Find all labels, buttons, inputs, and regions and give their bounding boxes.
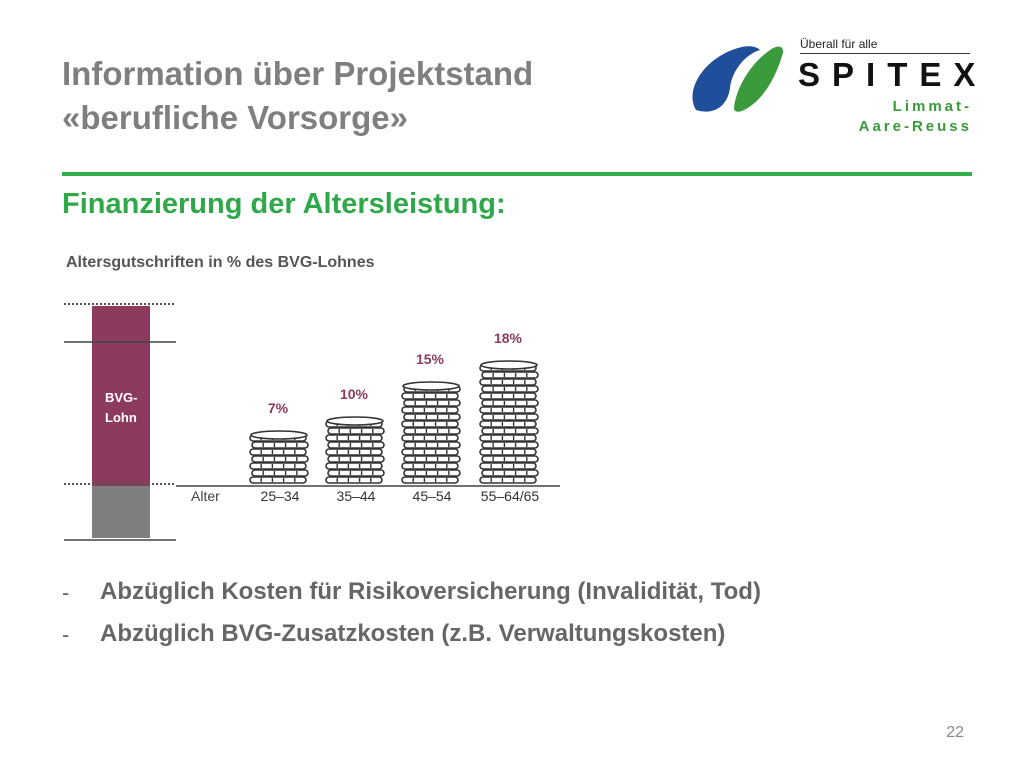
data-label: 10% (340, 386, 369, 402)
coin (325, 462, 383, 470)
coin (479, 448, 537, 456)
coin (481, 399, 539, 407)
logo-rule (800, 53, 970, 54)
coin (251, 441, 309, 449)
chart-container: Altersgutschriften in % des BVG-Lohnes B… (60, 248, 580, 548)
section-heading: Finanzierung der Altersleistung: (62, 188, 506, 220)
coin (401, 434, 459, 442)
coin (481, 455, 539, 463)
coin (325, 434, 383, 442)
coin-stack-top (480, 360, 538, 370)
salary-label-line-2: Lohn (105, 410, 137, 425)
logo-region-line-1: Limmat- (892, 98, 972, 115)
bullet-text: Abzüglich Kosten für Risikoversicherung … (100, 578, 761, 605)
page-number: 22 (946, 724, 964, 741)
coin (249, 448, 307, 456)
coin (481, 469, 539, 477)
coin (403, 399, 461, 407)
chart-svg: BVG- Lohn Alter 7% 25–34 10% 35–44 15% 45–54 18% 5… (64, 303, 560, 541)
data-label: 7% (268, 400, 289, 416)
coin (479, 420, 537, 428)
coin (479, 392, 537, 400)
salary-block (92, 306, 150, 486)
category-label: 45–54 (413, 488, 452, 504)
coin (481, 385, 539, 393)
coin (327, 441, 385, 449)
category-label: 25–34 (261, 488, 300, 504)
coin (403, 469, 461, 477)
spitex-logo: Überall für alle SPITEX Limmat- Aare-Reu… (686, 30, 976, 140)
coin (251, 469, 309, 477)
coin (481, 371, 539, 379)
coin (327, 455, 385, 463)
coin (325, 448, 383, 456)
slide-title-line-2: «berufliche Vorsorge» (62, 99, 409, 136)
coin-stack-top (402, 381, 460, 391)
category-label: 55–64/65 (481, 488, 540, 504)
category-label: 35–44 (337, 488, 376, 504)
coin (401, 420, 459, 428)
coin (325, 476, 383, 484)
data-label: 15% (416, 351, 445, 367)
coin (403, 427, 461, 435)
bullet-item: - Abzüglich Kosten für Risikoversicherun… (62, 578, 962, 620)
coin (403, 441, 461, 449)
chart-title: Altersgutschriften in % des BVG-Lohnes (66, 254, 375, 271)
coin (401, 406, 459, 414)
slide-title-line-1: Information über Projektstand (62, 55, 534, 92)
logo-tagline: Überall für alle (800, 37, 878, 51)
bullet-dash: - (62, 580, 70, 605)
logo-region-line-2: Aare-Reuss (858, 118, 972, 135)
coin (401, 392, 459, 400)
coin-stack-top (326, 416, 384, 426)
coin (403, 455, 461, 463)
coin-stack-top (250, 430, 308, 440)
coin (401, 462, 459, 470)
bullet-dash: - (62, 622, 70, 647)
bullet-item: - Abzüglich BVG-Zusatzkosten (z.B. Verwa… (62, 620, 962, 662)
coin (481, 441, 539, 449)
bullet-list: - Abzüglich Kosten für Risikoversicherun… (62, 578, 962, 662)
bullet-text: Abzüglich BVG-Zusatzkosten (z.B. Verwalt… (100, 620, 726, 647)
coin (479, 406, 537, 414)
coin (403, 413, 461, 421)
title-divider (62, 172, 972, 176)
coin (479, 476, 537, 484)
coin (401, 448, 459, 456)
salary-label-line-1: BVG- (105, 390, 138, 405)
slide-title: Information über Projektstand «beruflich… (62, 52, 662, 140)
spitex-swoosh-icon (692, 46, 784, 112)
data-label: 18% (494, 330, 523, 346)
coin (249, 476, 307, 484)
coin (401, 476, 459, 484)
coin (479, 378, 537, 386)
coin (479, 462, 537, 470)
coin (481, 413, 539, 421)
logo-brand: SPITEX (798, 56, 988, 93)
coin (327, 469, 385, 477)
x-axis-label: Alter (191, 488, 220, 504)
coin (327, 427, 385, 435)
coin (481, 427, 539, 435)
coin (479, 434, 537, 442)
coin (251, 455, 309, 463)
coin (249, 462, 307, 470)
